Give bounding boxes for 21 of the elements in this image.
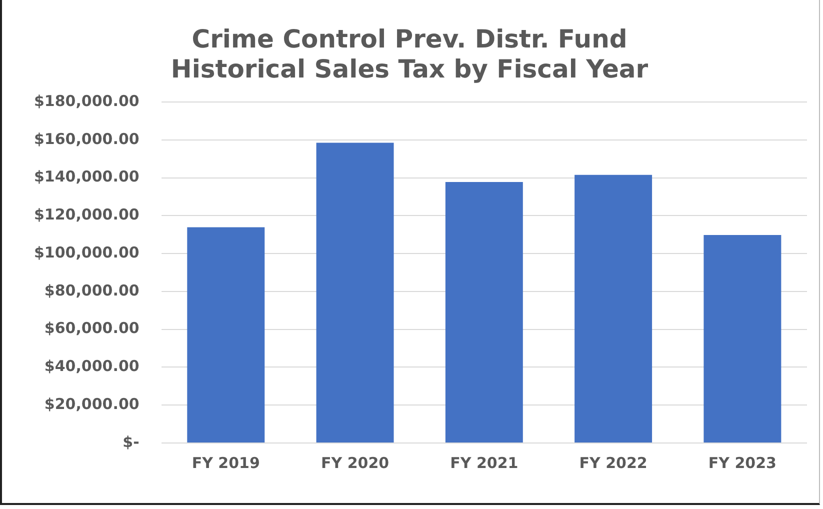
y-tick-label: $160,000.00 xyxy=(34,130,140,148)
bar xyxy=(445,182,523,442)
y-tick-label: $60,000.00 xyxy=(44,319,140,338)
y-tick-label: $80,000.00 xyxy=(44,281,140,300)
x-tick-label: FY 2020 xyxy=(320,454,390,472)
x-tick-label: FY 2023 xyxy=(708,454,776,472)
y-tick-label: $- xyxy=(122,432,140,451)
x-tick-label: FY 2019 xyxy=(192,454,260,472)
bar xyxy=(704,234,782,442)
y-tick-label: $120,000.00 xyxy=(34,206,140,224)
bar xyxy=(187,227,265,442)
chart-title: Crime Control Prev. Distr. Fund Historical Sales Tax by Fiscal Year xyxy=(170,24,649,84)
bar xyxy=(574,174,652,442)
y-tick-label: $40,000.00 xyxy=(44,357,140,376)
x-tick-label: FY 2021 xyxy=(450,454,518,472)
y-tick-label: $100,000.00 xyxy=(34,243,140,262)
y-tick-label: $20,000.00 xyxy=(44,395,140,413)
x-tick-label: FY 2022 xyxy=(579,454,648,472)
bar xyxy=(316,142,394,442)
y-tick-label: $140,000.00 xyxy=(34,168,140,186)
y-tick-label: $180,000.00 xyxy=(34,92,140,110)
